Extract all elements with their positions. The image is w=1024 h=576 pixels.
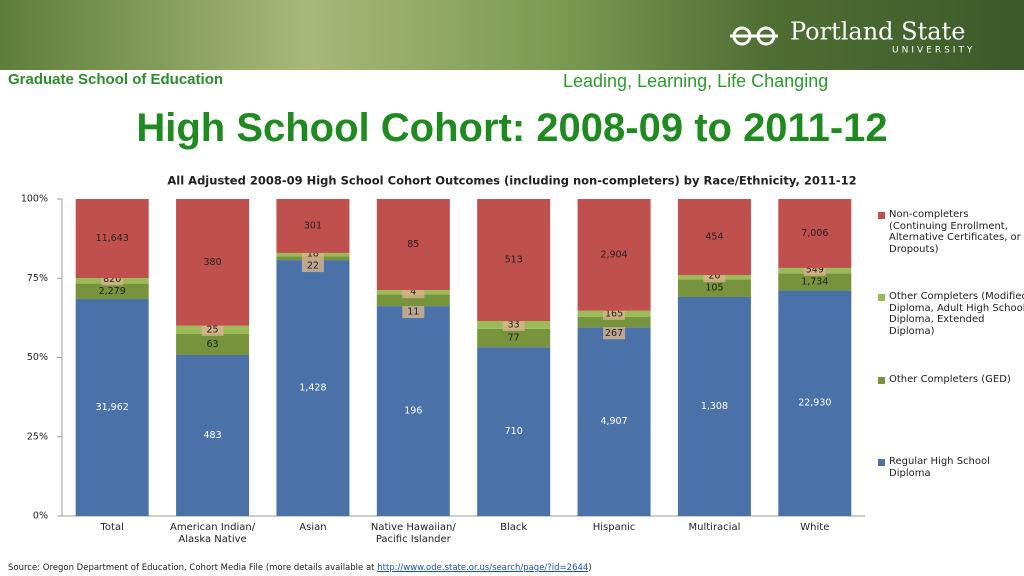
data-label: 25	[207, 324, 219, 335]
data-label: 165	[605, 308, 623, 319]
logo-icon	[730, 26, 778, 46]
label-box	[603, 307, 626, 320]
data-label: 26	[708, 271, 720, 282]
source-note: Source: Oregon Department of Education, …	[8, 563, 592, 573]
bar-segment	[75, 299, 149, 516]
label-box	[201, 323, 224, 336]
data-label: 301	[304, 220, 322, 231]
y-tick-label: 0%	[33, 511, 48, 522]
y-tick-label: 50%	[27, 352, 48, 363]
school-name: Graduate School of Education	[8, 71, 224, 88]
data-label: 196	[404, 406, 422, 417]
data-label: 85	[407, 239, 419, 250]
data-label: 18	[307, 249, 319, 260]
data-label: 513	[505, 254, 523, 265]
data-label: 2,904	[600, 249, 627, 260]
bar-segment	[176, 355, 250, 516]
legend-label: Other Completers (Modified Diploma, Adul…	[889, 291, 1024, 337]
data-label: 33	[508, 319, 520, 330]
y-tick-label: 75%	[27, 273, 48, 284]
label-box	[402, 306, 425, 319]
bar-segment	[677, 296, 751, 516]
data-label: 4,907	[600, 416, 627, 427]
bar-segment	[75, 199, 149, 279]
label-box	[603, 327, 626, 340]
bar-segment	[176, 334, 250, 355]
x-tick-label: White	[800, 522, 830, 533]
bar-segment	[577, 317, 651, 328]
legend-swatch	[878, 459, 885, 466]
data-label: 77	[508, 332, 520, 343]
data-label: 549	[806, 264, 824, 275]
legend-swatch	[878, 212, 885, 219]
x-tick-label: American Indian/ Alaska Native	[170, 522, 256, 545]
data-label: 4	[410, 287, 416, 298]
x-tick-label: Total	[100, 522, 124, 533]
bar-segment	[276, 260, 350, 516]
bar-segment	[677, 279, 751, 297]
bar-segment	[778, 273, 852, 291]
data-label: 7,006	[801, 228, 828, 239]
data-label: 22	[307, 261, 319, 272]
data-label: 11,643	[96, 233, 129, 244]
label-box	[301, 248, 324, 261]
data-label: 483	[203, 430, 221, 441]
x-tick-label: Asian	[299, 522, 327, 533]
x-tick-label: Black	[500, 522, 528, 533]
slide-title: High School Cohort: 2008-09 to 2011-12	[136, 106, 888, 150]
x-tick-label: Native Hawaiian/ Pacific Islander	[370, 522, 456, 545]
legend-label: Other Completers (GED)	[889, 374, 1011, 385]
x-tick-label: Hispanic	[592, 522, 636, 533]
y-tick-label: 25%	[27, 431, 48, 442]
bar-segment	[577, 199, 651, 311]
data-label: 1,734	[801, 276, 828, 287]
x-tick-label: Multiracial	[688, 522, 741, 533]
legend-label: Non-completers (Continuing Enrollment, A…	[889, 209, 1021, 255]
y-tick-label: 100%	[21, 194, 48, 205]
tagline: Leading, Learning, Life Changing	[563, 71, 829, 91]
bar-segment	[75, 283, 149, 300]
data-label: 380	[203, 257, 221, 268]
source-close: )	[588, 563, 592, 573]
legend-swatch	[878, 294, 885, 301]
data-label: 710	[505, 426, 523, 437]
bar-segment	[176, 199, 250, 326]
data-label: 820	[103, 274, 121, 285]
legend-label: Regular High School Diploma	[889, 456, 990, 479]
data-label: 1,308	[701, 401, 728, 412]
data-label: 63	[207, 339, 219, 350]
legend-swatch	[878, 377, 885, 384]
bar-segment	[677, 199, 751, 276]
bar-segment	[477, 328, 551, 348]
logo-subtext: UNIVERSITY	[892, 46, 975, 56]
data-label: 22,930	[798, 398, 831, 409]
bar-segment	[778, 290, 852, 516]
source-link[interactable]: http://www.ode.state.or.us/search/page/?…	[377, 563, 589, 573]
bar-segment	[276, 199, 350, 253]
bar-segment	[577, 327, 651, 516]
data-label: 11	[407, 307, 419, 318]
bar-segment	[477, 199, 551, 321]
chart-title: All Adjusted 2008-09 High School Cohort …	[167, 174, 856, 188]
bar-segment	[376, 306, 450, 516]
data-label: 105	[705, 283, 723, 294]
data-label: 2,279	[99, 286, 126, 297]
data-label: 267	[605, 328, 623, 339]
header-banner	[0, 0, 1024, 70]
logo-text: Portland State	[790, 18, 965, 46]
source-text: Source: Oregon Department of Education, …	[8, 563, 375, 573]
bar-segment	[376, 294, 450, 307]
bar-segment	[477, 347, 551, 516]
bar-segment	[778, 199, 852, 268]
data-label: 454	[705, 232, 723, 243]
label-box	[502, 318, 525, 331]
bar-segment	[376, 199, 450, 291]
label-box	[301, 260, 324, 273]
data-label: 31,962	[96, 402, 129, 413]
data-label: 1,428	[299, 383, 326, 394]
